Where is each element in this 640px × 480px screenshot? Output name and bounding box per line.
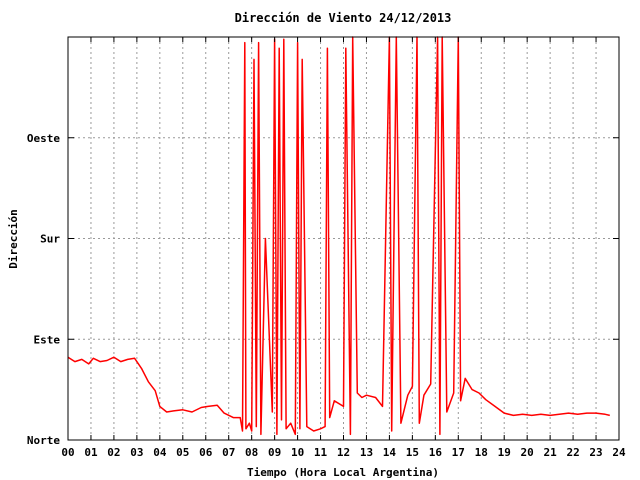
y-axis-label: Dirección xyxy=(7,209,20,269)
x-tick-label: 02 xyxy=(107,446,120,459)
x-tick-label: 10 xyxy=(291,446,304,459)
series-layer xyxy=(67,36,610,436)
x-tick-label: 13 xyxy=(360,446,373,459)
x-tick-label: 22 xyxy=(566,446,579,459)
x-tick-label: 19 xyxy=(498,446,511,459)
x-tick-label: 23 xyxy=(589,446,602,459)
x-tick-label: 00 xyxy=(61,446,74,459)
x-tick-label: 06 xyxy=(199,446,213,459)
x-tick-label: 15 xyxy=(406,446,419,459)
chart-title: Dirección de Viento 24/12/2013 xyxy=(235,11,452,25)
x-tick-label: 21 xyxy=(544,446,558,459)
x-tick-labels: 00 01 02 03 04 05 06 07 08 09 10 11 12 13 14 15 16 17 18 19… xyxy=(61,446,626,459)
y-tick-labels: Norte Este Sur Oeste xyxy=(27,132,60,447)
x-tick-label: 24 xyxy=(612,446,626,459)
y-tick-label: Sur xyxy=(40,233,60,246)
x-tick-label: 18 xyxy=(475,446,488,459)
x-axis-label: Tiempo (Hora Local Argentina) xyxy=(247,466,439,479)
x-tick-label: 11 xyxy=(314,446,328,459)
x-tick-label: 01 xyxy=(84,446,98,459)
x-tick-label: 14 xyxy=(383,446,397,459)
x-tick-label: 17 xyxy=(452,446,465,459)
x-tick-label: 05 xyxy=(176,446,189,459)
y-tick-label: Norte xyxy=(27,434,60,447)
y-tick-label: Oeste xyxy=(27,132,60,145)
x-tick-label: 03 xyxy=(130,446,143,459)
x-tick-label: 12 xyxy=(337,446,350,459)
x-tick-label: 20 xyxy=(521,446,534,459)
series-line xyxy=(67,36,610,436)
x-tick-label: 04 xyxy=(153,446,167,459)
y-tick-label: Este xyxy=(34,333,61,346)
x-tick-label: 09 xyxy=(268,446,281,459)
x-tick-label: 08 xyxy=(245,446,258,459)
x-tick-label: 07 xyxy=(222,446,235,459)
x-tick-label: 16 xyxy=(429,446,443,459)
tick-marks xyxy=(67,37,620,441)
